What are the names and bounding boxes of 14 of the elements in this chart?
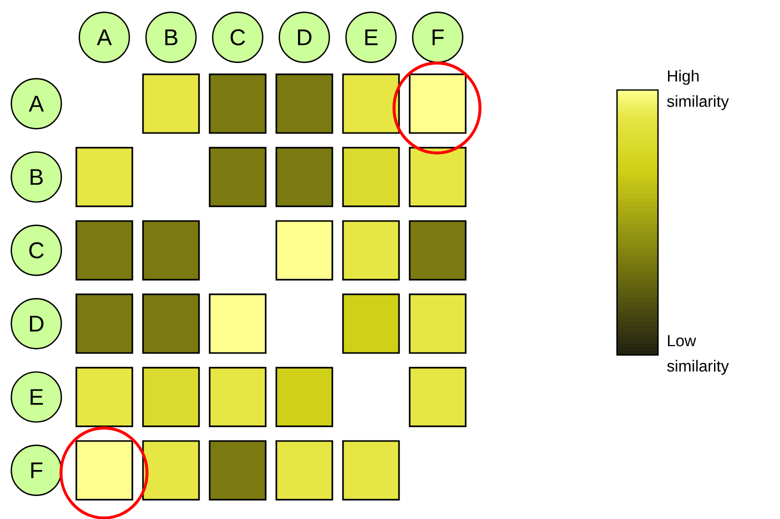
y-tick-label: A xyxy=(28,96,44,112)
y-tick-label: F xyxy=(31,462,42,478)
x-tick-label: E xyxy=(365,29,378,45)
x-tick-label: A xyxy=(96,29,112,45)
x-tick-label: F xyxy=(432,29,444,45)
x-tick-label: C xyxy=(230,29,246,46)
y-tick-label: D xyxy=(30,316,44,332)
y-tick-label: B xyxy=(30,168,43,185)
y-tick-label: E xyxy=(30,388,43,405)
color-bar-label: Low similarity xyxy=(667,334,729,375)
x-tick-label: B xyxy=(165,29,178,45)
y-tick-label: C xyxy=(29,242,44,258)
color-bar-label: High similarity xyxy=(667,70,729,110)
x-tick-label: D xyxy=(298,29,312,45)
